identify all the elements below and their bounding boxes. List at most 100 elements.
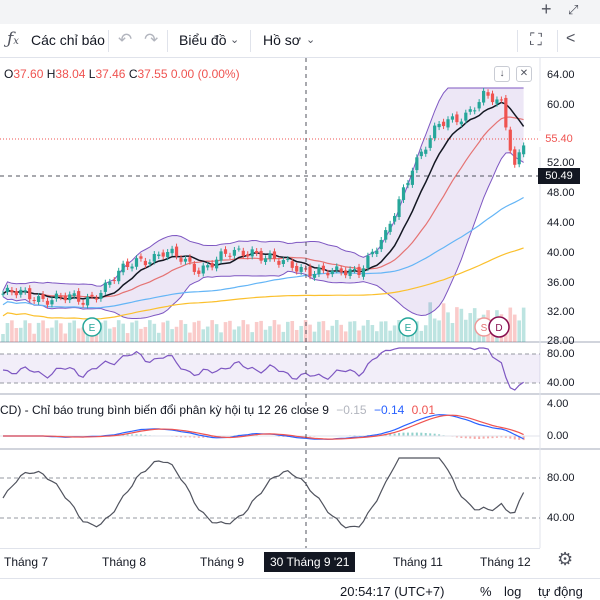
- macd-histogram-bar: [415, 432, 418, 436]
- volume-bar: [299, 325, 303, 342]
- volume-bar: [245, 324, 250, 342]
- time-tick: Tháng 9: [200, 555, 245, 569]
- volume-bar: [188, 332, 192, 342]
- candle-body: [170, 248, 174, 254]
- volume-bar: [72, 320, 76, 342]
- macd-histogram-bar: [518, 436, 521, 440]
- candle-body: [139, 256, 143, 259]
- volume-bar: [375, 331, 379, 342]
- crosshair-price-tag: 50.49: [538, 168, 580, 184]
- undo-icon[interactable]: ↶: [118, 30, 133, 49]
- volume-bar: [459, 308, 464, 342]
- candle-body: [1, 293, 5, 295]
- candle-body: [32, 300, 36, 302]
- macd-histogram-bar: [398, 433, 401, 436]
- high-value: 38.04: [55, 67, 86, 81]
- log-scale-button[interactable]: log: [504, 584, 522, 599]
- volume-bar: [99, 322, 103, 342]
- open-label: O: [4, 67, 14, 81]
- stoch-tick: 40.00: [547, 512, 575, 524]
- candle-body: [366, 255, 370, 269]
- volume-bar: [521, 307, 526, 342]
- toolbar-divider: [250, 30, 251, 52]
- volume-bar: [259, 320, 263, 342]
- event-marker-earnings[interactable]: E: [82, 317, 102, 337]
- percent-scale-button[interactable]: %: [480, 584, 492, 599]
- price-tick: 64.00: [547, 69, 575, 81]
- bollinger-upper-line: [2, 87, 524, 291]
- volume-bar: [143, 326, 148, 342]
- macd-histogram-bar: [193, 436, 196, 438]
- change-value: 0.00 (0.00%): [170, 67, 240, 81]
- volume-bar: [254, 321, 259, 342]
- candle-body: [112, 280, 116, 282]
- macd-histogram-bar: [513, 436, 516, 440]
- fullscreen-icon[interactable]: ⛶: [530, 30, 542, 49]
- candle-body: [281, 260, 285, 264]
- candle-body: [464, 112, 468, 121]
- candle-body: [59, 295, 63, 298]
- macd-histogram-bar: [433, 433, 436, 436]
- candle-body: [179, 258, 183, 262]
- candle-body: [228, 255, 232, 257]
- candle-body: [50, 300, 54, 305]
- candle-body: [410, 170, 414, 185]
- macd-title: CD) - Chỉ báo trung bình biến đổi phân k…: [0, 403, 329, 417]
- time-tick: Tháng 12: [480, 555, 531, 569]
- plus-icon[interactable]: +: [541, 0, 552, 19]
- volume-bar: [348, 321, 352, 342]
- chevron-down-icon[interactable]: ⌄: [306, 34, 316, 46]
- bollinger-lower-line: [2, 152, 524, 319]
- event-marker-earnings[interactable]: E: [398, 317, 418, 337]
- volume-bar: [45, 328, 50, 342]
- candle-body: [339, 268, 343, 273]
- chart-type-button[interactable]: Biểu đồ: [179, 32, 227, 48]
- candle-body: [321, 265, 325, 271]
- download-icon[interactable]: ↓: [494, 66, 510, 82]
- volume-bar: [76, 328, 81, 342]
- macd-tick: 0.00: [547, 430, 569, 442]
- candle-body: [41, 294, 45, 299]
- share-icon[interactable]: <: [566, 30, 576, 47]
- indicators-button[interactable]: Các chỉ báo: [31, 32, 105, 48]
- volume-bar: [32, 333, 36, 342]
- candle-body: [174, 246, 179, 257]
- candle-body: [201, 265, 205, 274]
- macd-signal-line: [3, 414, 524, 440]
- auto-scale-button[interactable]: tự động: [538, 584, 583, 599]
- redo-icon[interactable]: ↷: [144, 30, 159, 49]
- expand-icon[interactable]: ⤢: [568, 2, 579, 17]
- chart-canvas[interactable]: E E S D: [0, 58, 600, 548]
- profile-button[interactable]: Hồ sơ: [263, 32, 301, 48]
- macd-histogram-bar: [202, 436, 205, 438]
- volume-bar: [432, 318, 437, 342]
- candle-body: [317, 267, 321, 275]
- price-candles: [1, 88, 526, 309]
- candle-body: [72, 293, 76, 297]
- clock-time[interactable]: 20:54:17 (UTC+7): [340, 584, 445, 599]
- macd-histogram-bar: [389, 433, 392, 436]
- time-axis[interactable]: Tháng 7 Tháng 8 Tháng 9 Tháng 11 Tháng 1…: [0, 548, 540, 574]
- volume-bar: [419, 330, 424, 342]
- candle-body: [45, 300, 50, 305]
- settings-gear-icon[interactable]: ⚙: [557, 549, 574, 569]
- macd-histogram-bar: [406, 432, 409, 436]
- candle-body: [468, 109, 472, 112]
- macd-line-value: −0.14: [373, 403, 405, 417]
- fx-icon[interactable]: ƒx: [7, 29, 19, 49]
- candle-body: [232, 249, 236, 256]
- event-marker-dividend[interactable]: D: [488, 316, 510, 338]
- candle-body: [450, 116, 455, 120]
- close-pane-icon[interactable]: ✕: [516, 66, 532, 82]
- macd-histogram-bar: [211, 436, 214, 438]
- candle-body: [90, 294, 94, 296]
- chevron-down-icon[interactable]: ⌄: [230, 34, 240, 46]
- volume-bar: [268, 326, 272, 342]
- volume-bar: [508, 307, 513, 342]
- volume-bar: [112, 327, 117, 342]
- macd-legend: CD) - Chỉ báo trung bình biến đổi phân k…: [0, 403, 435, 417]
- volume-bar: [286, 321, 290, 342]
- toolbar-divider: [108, 30, 109, 52]
- macd-histogram-bar: [122, 434, 125, 436]
- price-tick: 44.00: [547, 217, 575, 229]
